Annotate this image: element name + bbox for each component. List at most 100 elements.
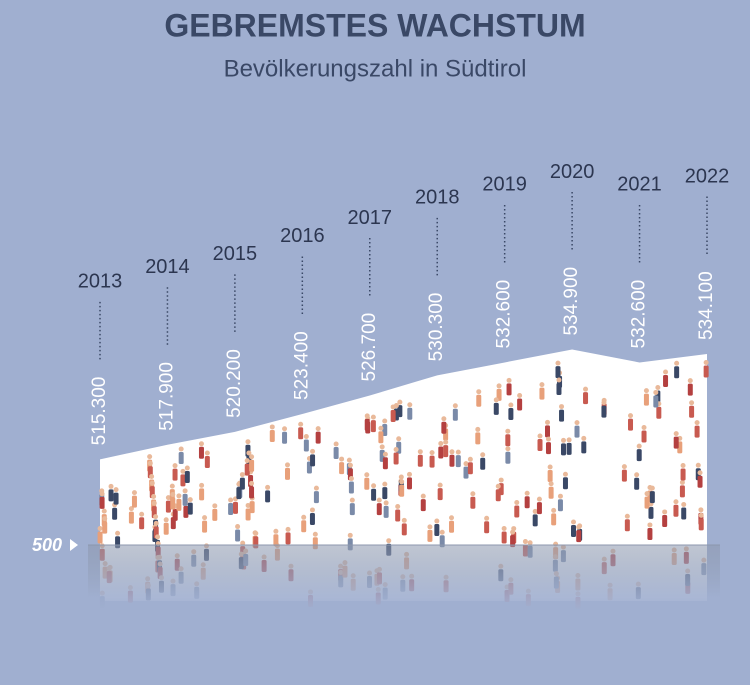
person: [624, 519, 630, 532]
x-tick-label: 2021: [617, 174, 662, 196]
person: [301, 520, 307, 533]
person-head: [245, 502, 251, 508]
person: [476, 394, 482, 407]
person-head: [574, 420, 580, 426]
person: [514, 505, 520, 518]
person: [501, 531, 507, 544]
person-head: [370, 414, 376, 420]
person: [562, 477, 568, 490]
value-label: 532.600: [494, 280, 515, 349]
person-head: [178, 446, 184, 452]
person-head: [644, 491, 650, 497]
person-head: [496, 383, 502, 389]
person: [449, 454, 455, 467]
person-head: [680, 462, 686, 468]
person: [505, 451, 511, 464]
person: [449, 520, 455, 533]
person: [636, 449, 642, 462]
person-head: [397, 399, 403, 405]
person: [634, 477, 640, 490]
person: [113, 492, 119, 505]
person-head: [246, 450, 252, 456]
person: [364, 418, 370, 431]
person: [236, 487, 242, 500]
person: [452, 408, 458, 421]
person-head: [505, 428, 511, 434]
person: [438, 446, 444, 459]
person-head: [147, 460, 153, 466]
person-head: [539, 382, 545, 388]
person: [108, 489, 114, 502]
person: [560, 443, 566, 456]
person-head: [475, 426, 481, 432]
person: [508, 407, 514, 420]
person-head: [147, 454, 153, 460]
person-head: [269, 424, 275, 430]
person: [202, 520, 208, 533]
person: [537, 438, 543, 451]
person: [163, 522, 169, 535]
person-head: [674, 360, 680, 366]
person-head: [437, 482, 443, 488]
person: [348, 481, 354, 494]
person-head: [514, 499, 520, 505]
person: [439, 535, 445, 548]
person-head: [679, 479, 685, 485]
person: [548, 486, 554, 499]
person: [429, 455, 435, 468]
person: [510, 535, 516, 548]
person-head: [149, 480, 155, 486]
person-head: [566, 437, 572, 443]
person-head: [470, 491, 476, 497]
person: [182, 493, 188, 506]
person: [235, 529, 241, 542]
person: [493, 402, 499, 415]
person-head: [427, 524, 433, 530]
person: [249, 501, 255, 514]
value-label: 526.700: [359, 313, 380, 382]
person-head: [420, 493, 426, 499]
person: [545, 425, 551, 438]
person: [574, 425, 580, 438]
person-head: [249, 454, 255, 460]
person: [480, 457, 486, 470]
person-head: [407, 402, 413, 408]
person: [581, 441, 587, 454]
person: [393, 452, 399, 465]
person-head: [401, 517, 407, 523]
person-head: [687, 378, 693, 384]
person: [364, 477, 370, 490]
person: [495, 489, 501, 502]
person-head: [172, 463, 178, 469]
person-head: [443, 439, 449, 445]
person: [557, 499, 563, 512]
person: [545, 442, 551, 455]
person: [647, 527, 653, 540]
person-head: [698, 507, 704, 513]
person-head: [382, 451, 388, 457]
person: [303, 439, 309, 452]
person-head: [315, 426, 321, 432]
person: [199, 488, 205, 501]
person-head: [498, 477, 504, 483]
person-head: [301, 514, 307, 520]
person-head: [673, 431, 679, 437]
person: [310, 454, 316, 467]
person-head: [180, 468, 186, 474]
person: [662, 514, 668, 527]
person-head: [480, 452, 486, 458]
person: [648, 506, 654, 519]
person: [506, 383, 512, 396]
person-head: [240, 540, 246, 546]
person-head: [556, 377, 562, 383]
chart-title: GEBREMSTES WACHSTUM: [164, 7, 585, 43]
person-head: [681, 502, 687, 508]
person: [463, 466, 469, 479]
person: [505, 434, 511, 447]
person: [180, 474, 186, 487]
person-head: [429, 450, 435, 456]
person-head: [551, 507, 557, 513]
value-label: 530.300: [426, 293, 447, 362]
person-head: [184, 465, 190, 471]
